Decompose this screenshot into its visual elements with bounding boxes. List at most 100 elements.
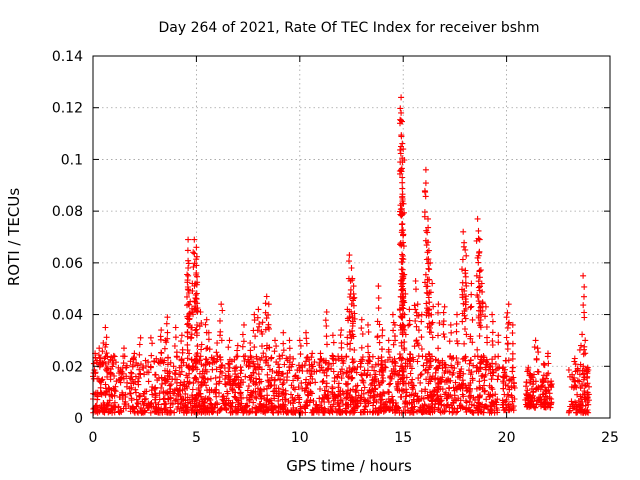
data-point — [313, 401, 320, 408]
data-point — [574, 377, 581, 384]
data-point — [577, 384, 584, 391]
data-point — [328, 365, 335, 372]
data-point — [398, 109, 405, 116]
data-point — [323, 357, 329, 364]
data-point — [192, 404, 199, 411]
data-point — [338, 375, 345, 382]
data-point — [456, 382, 463, 389]
data-point — [240, 353, 247, 360]
data-point — [358, 325, 365, 332]
data-point — [413, 398, 420, 405]
data-point — [402, 399, 409, 406]
data-point — [462, 326, 468, 332]
data-point — [121, 400, 128, 407]
data-point — [426, 306, 432, 313]
data-point — [292, 372, 299, 379]
data-point — [346, 294, 353, 300]
data-point — [98, 390, 105, 397]
data-point — [247, 392, 254, 399]
data-point — [488, 376, 495, 383]
data-point — [119, 392, 126, 399]
data-point — [232, 408, 239, 414]
data-point — [229, 387, 236, 394]
data-point — [231, 407, 238, 414]
data-point — [505, 383, 511, 389]
data-point — [96, 354, 103, 361]
data-point — [208, 354, 215, 361]
data-point — [149, 391, 156, 398]
data-point — [410, 382, 417, 389]
data-point — [109, 363, 116, 370]
data-point — [441, 361, 448, 368]
data-points — [90, 94, 592, 416]
data-point — [184, 408, 191, 414]
data-point — [103, 350, 110, 357]
data-point — [192, 374, 199, 381]
data-point — [367, 408, 373, 415]
data-point — [194, 273, 200, 280]
data-point — [280, 371, 287, 377]
data-point — [310, 398, 317, 404]
data-point — [397, 150, 404, 157]
data-point — [249, 408, 256, 415]
data-point — [354, 382, 361, 389]
data-point — [529, 392, 536, 399]
data-point — [509, 330, 516, 336]
data-point — [425, 265, 432, 272]
data-point — [385, 348, 392, 355]
data-point — [181, 382, 188, 389]
data-point — [581, 283, 588, 290]
data-point — [167, 386, 174, 393]
data-point — [219, 307, 226, 314]
data-point — [425, 403, 432, 410]
data-point — [207, 375, 214, 382]
data-point — [462, 315, 469, 322]
data-point — [290, 404, 297, 411]
data-point — [359, 372, 365, 379]
data-point — [179, 349, 186, 356]
data-point — [579, 331, 586, 338]
data-point — [186, 350, 193, 357]
data-point — [227, 400, 234, 407]
data-point — [369, 353, 376, 360]
y-tick-label: 0.08 — [52, 204, 83, 220]
data-point — [495, 339, 502, 346]
data-point — [145, 404, 152, 411]
data-point — [257, 392, 264, 399]
data-point — [396, 387, 403, 394]
data-point — [392, 362, 399, 369]
data-point — [478, 358, 485, 365]
data-point — [268, 355, 274, 362]
data-point — [193, 262, 200, 269]
data-point — [447, 353, 454, 359]
data-point — [527, 401, 534, 408]
data-point — [111, 353, 118, 360]
data-point — [545, 370, 552, 377]
data-point — [414, 393, 421, 400]
data-point — [190, 249, 197, 256]
data-point — [459, 318, 466, 325]
data-point — [537, 396, 544, 403]
data-point — [463, 282, 470, 289]
data-point — [429, 319, 436, 326]
data-point — [430, 392, 437, 399]
data-point — [189, 324, 195, 331]
data-point — [400, 146, 407, 153]
data-point — [136, 341, 143, 348]
data-point — [105, 409, 112, 416]
data-point — [506, 377, 513, 384]
data-point — [324, 341, 330, 348]
data-point — [375, 295, 382, 301]
data-point — [239, 406, 246, 412]
data-point — [408, 391, 415, 398]
data-point — [480, 409, 487, 416]
data-point — [185, 364, 192, 371]
data-point — [90, 369, 97, 376]
data-point — [470, 362, 477, 369]
data-point — [473, 385, 480, 392]
data-point — [458, 366, 465, 372]
data-point — [159, 381, 165, 387]
data-point — [337, 368, 344, 375]
data-point — [400, 275, 407, 282]
data-point — [296, 337, 303, 344]
